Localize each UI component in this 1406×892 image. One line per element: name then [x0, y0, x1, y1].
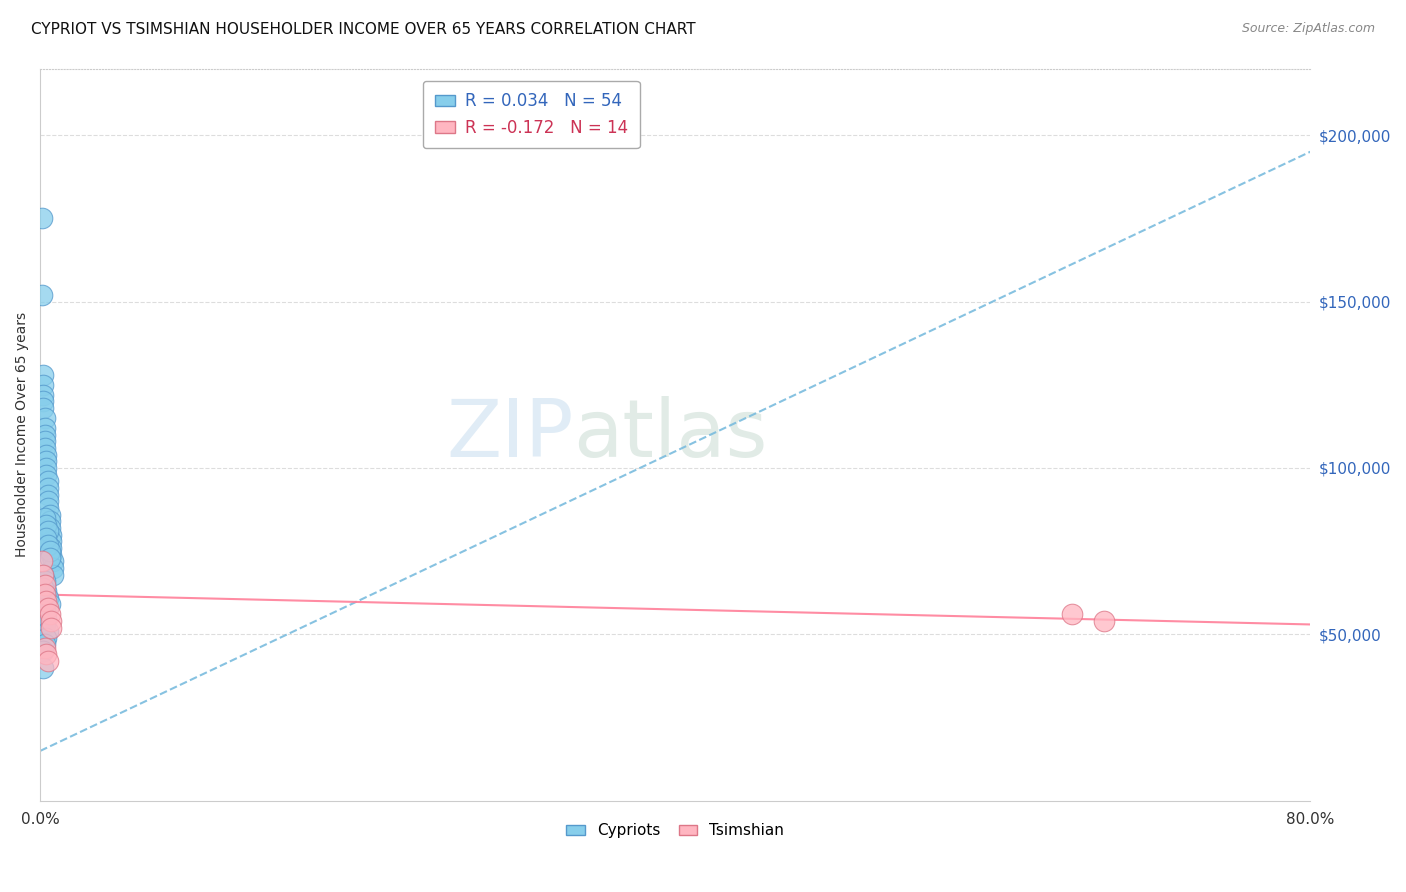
- Point: [34, 577, 56, 591]
- Point: [38, 598, 60, 612]
- Point: [35, 454, 58, 468]
- Point: [34, 587, 56, 601]
- Point: [38, 607, 60, 622]
- Point: [34, 511, 56, 525]
- Point: [38, 514, 60, 528]
- Point: [37, 591, 59, 605]
- Point: [39, 614, 62, 628]
- Point: [39, 548, 62, 562]
- Point: [34, 604, 56, 618]
- Point: [39, 621, 62, 635]
- Point: [42, 561, 65, 575]
- Point: [38, 508, 60, 522]
- Point: [31, 554, 53, 568]
- Point: [35, 531, 58, 545]
- Point: [34, 411, 56, 425]
- Text: atlas: atlas: [574, 396, 768, 474]
- Point: [37, 537, 59, 551]
- Point: [35, 611, 58, 625]
- Point: [32, 567, 55, 582]
- Point: [42, 567, 65, 582]
- Legend: Cypriots, Tsimshian: Cypriots, Tsimshian: [560, 817, 790, 845]
- Point: [37, 624, 59, 639]
- Point: [37, 500, 59, 515]
- Point: [34, 421, 56, 435]
- Point: [35, 631, 58, 645]
- Point: [42, 554, 65, 568]
- Point: [34, 577, 56, 591]
- Point: [39, 527, 62, 541]
- Point: [35, 517, 58, 532]
- Point: [35, 594, 58, 608]
- Point: [32, 388, 55, 402]
- Point: [37, 494, 59, 508]
- Point: [35, 461, 58, 475]
- Point: [38, 521, 60, 535]
- Point: [35, 467, 58, 482]
- Point: [32, 368, 55, 382]
- Point: [37, 488, 59, 502]
- Point: [37, 475, 59, 489]
- Point: [39, 534, 62, 549]
- Point: [32, 401, 55, 415]
- Point: [37, 654, 59, 668]
- Point: [34, 637, 56, 651]
- Point: [32, 394, 55, 409]
- Text: Source: ZipAtlas.com: Source: ZipAtlas.com: [1241, 22, 1375, 36]
- Point: [34, 617, 56, 632]
- Point: [34, 574, 56, 589]
- Point: [35, 584, 58, 599]
- Text: ZIP: ZIP: [446, 396, 574, 474]
- Y-axis label: Householder Income Over 65 years: Householder Income Over 65 years: [15, 312, 30, 558]
- Point: [35, 448, 58, 462]
- Point: [39, 541, 62, 555]
- Point: [37, 481, 59, 495]
- Point: [1092, 614, 1115, 628]
- Point: [32, 581, 55, 595]
- Point: [35, 648, 58, 662]
- Point: [34, 427, 56, 442]
- Point: [32, 377, 55, 392]
- Point: [34, 640, 56, 655]
- Point: [37, 524, 59, 539]
- Point: [38, 550, 60, 565]
- Point: [32, 661, 55, 675]
- Point: [37, 600, 59, 615]
- Point: [31, 211, 53, 226]
- Point: [31, 288, 53, 302]
- Point: [1062, 607, 1084, 622]
- Text: CYPRIOT VS TSIMSHIAN HOUSEHOLDER INCOME OVER 65 YEARS CORRELATION CHART: CYPRIOT VS TSIMSHIAN HOUSEHOLDER INCOME …: [31, 22, 696, 37]
- Point: [32, 567, 55, 582]
- Point: [38, 544, 60, 558]
- Point: [32, 644, 55, 658]
- Point: [34, 441, 56, 455]
- Point: [34, 434, 56, 449]
